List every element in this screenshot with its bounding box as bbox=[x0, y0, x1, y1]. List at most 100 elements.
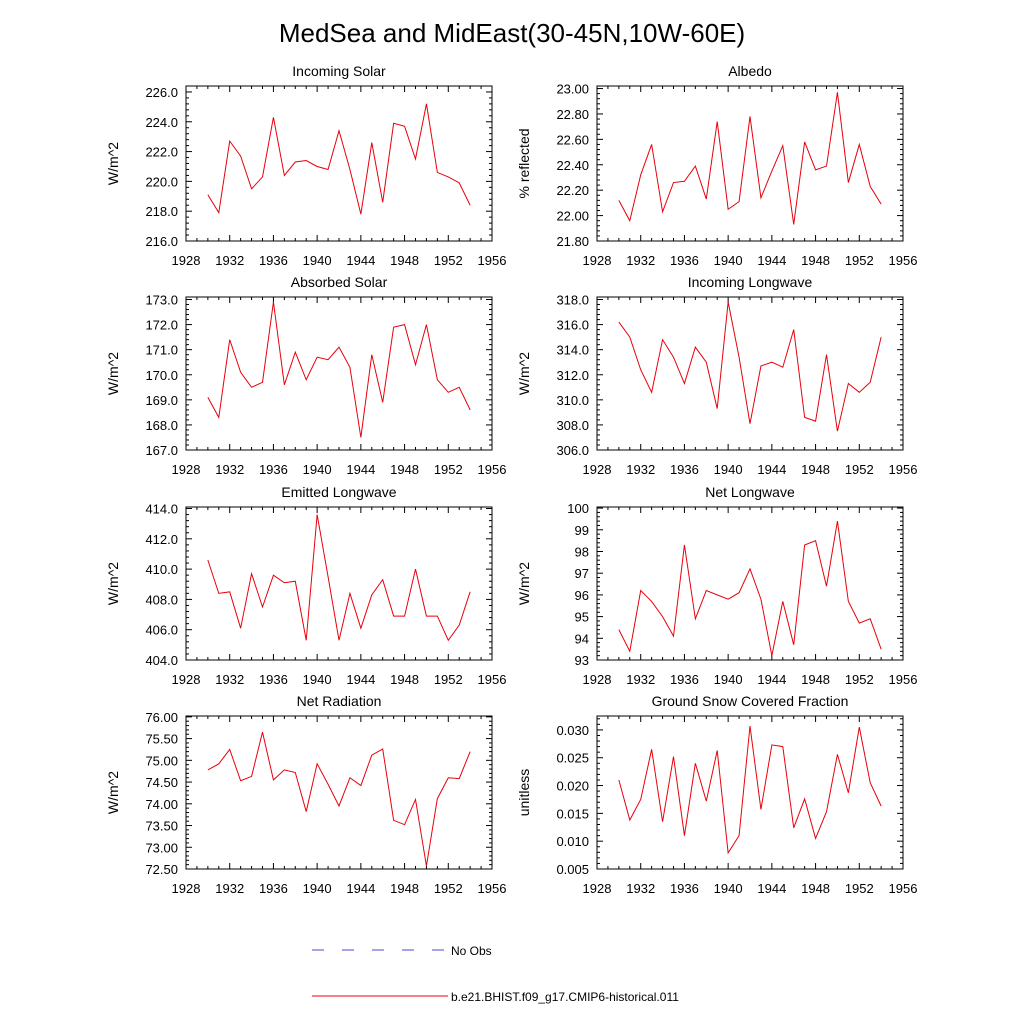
y-tick-label: 173.0 bbox=[145, 293, 178, 308]
y-tick-label: 312.0 bbox=[556, 368, 589, 383]
series-line bbox=[618, 92, 882, 225]
x-tick-label: 1940 bbox=[714, 881, 743, 896]
x-tick-label: 1928 bbox=[583, 462, 612, 477]
y-tick-label: 216.0 bbox=[145, 234, 178, 249]
y-tick-label: 0.015 bbox=[556, 806, 589, 821]
x-tick-label: 1940 bbox=[303, 881, 332, 896]
x-tick-label: 1932 bbox=[626, 462, 655, 477]
y-axis-label: W/m^2 bbox=[105, 352, 121, 395]
x-tick-label: 1956 bbox=[478, 881, 507, 896]
x-tick-label: 1948 bbox=[801, 881, 830, 896]
legend: No Obs b.e21.BHIST.f09_g17.CMIP6-histori… bbox=[312, 944, 679, 1004]
x-tick-label: 1944 bbox=[346, 881, 375, 896]
x-tick-label: 1952 bbox=[845, 672, 874, 687]
x-tick-label: 1928 bbox=[172, 462, 201, 477]
x-tick-label: 1932 bbox=[215, 672, 244, 687]
x-tick-label: 1956 bbox=[889, 672, 918, 687]
series-line bbox=[207, 301, 471, 438]
y-tick-label: 72.50 bbox=[145, 862, 178, 877]
x-tick-label: 1936 bbox=[259, 462, 288, 477]
y-tick-label: 100 bbox=[567, 501, 589, 516]
x-tick-label: 1944 bbox=[757, 462, 786, 477]
x-tick-label: 1936 bbox=[670, 462, 699, 477]
x-tick-label: 1936 bbox=[670, 672, 699, 687]
x-tick-label: 1952 bbox=[845, 881, 874, 896]
y-tick-label: 220.0 bbox=[145, 174, 178, 189]
x-tick-label: 1956 bbox=[889, 253, 918, 268]
x-tick-label: 1948 bbox=[390, 253, 419, 268]
y-tick-label: 314.0 bbox=[556, 343, 589, 358]
x-tick-label: 1956 bbox=[889, 881, 918, 896]
plot-frame bbox=[596, 506, 904, 661]
x-tick-label: 1948 bbox=[801, 462, 830, 477]
y-tick-label: 316.0 bbox=[556, 318, 589, 333]
y-tick-label: 167.0 bbox=[145, 443, 178, 458]
y-tick-label: 224.0 bbox=[145, 115, 178, 130]
x-tick-label: 1948 bbox=[801, 672, 830, 687]
y-tick-label: 22.60 bbox=[556, 132, 589, 147]
y-tick-label: 74.50 bbox=[145, 775, 178, 790]
panel-incoming-longwave: Incoming Longwave W/m^2 1928 1932 1936 1940 19… bbox=[516, 274, 917, 477]
y-tick-label: 0.020 bbox=[556, 779, 589, 794]
panel-title: Ground Snow Covered Fraction bbox=[652, 693, 849, 709]
y-tick-label: 99 bbox=[575, 523, 589, 538]
y-tick-label: 95 bbox=[575, 610, 589, 625]
y-tick-label: 308.0 bbox=[556, 418, 589, 433]
x-tick-label: 1932 bbox=[626, 881, 655, 896]
x-tick-label: 1952 bbox=[845, 253, 874, 268]
plot-frame bbox=[185, 506, 493, 661]
y-tick-label: 0.010 bbox=[556, 834, 589, 849]
x-tick-label: 1944 bbox=[757, 253, 786, 268]
y-tick-label: 96 bbox=[575, 588, 589, 603]
y-axis-label: W/m^2 bbox=[516, 352, 532, 395]
y-tick-label: 22.80 bbox=[556, 107, 589, 122]
y-tick-label: 94 bbox=[575, 631, 589, 646]
y-tick-label: 93 bbox=[575, 653, 589, 668]
x-tick-label: 1952 bbox=[434, 253, 463, 268]
x-tick-label: 1948 bbox=[390, 462, 419, 477]
x-tick-label: 1956 bbox=[889, 462, 918, 477]
y-tick-label: 97 bbox=[575, 566, 589, 581]
y-tick-label: 0.030 bbox=[556, 723, 589, 738]
y-tick-label: 0.005 bbox=[556, 862, 589, 877]
series-line bbox=[207, 103, 471, 215]
y-tick-label: 172.0 bbox=[145, 318, 178, 333]
y-tick-label: 75.50 bbox=[145, 732, 178, 747]
plot-frame bbox=[185, 296, 493, 451]
panel-title: Absorbed Solar bbox=[291, 274, 388, 290]
panel-incoming-solar: Incoming Solar W/m^2 1928 1932 1936 1940 1944 1… bbox=[105, 63, 506, 268]
y-axis-label: unitless bbox=[516, 769, 532, 816]
x-tick-label: 1956 bbox=[478, 253, 507, 268]
x-tick-label: 1928 bbox=[583, 672, 612, 687]
x-tick-label: 1948 bbox=[390, 881, 419, 896]
y-tick-label: 168.0 bbox=[145, 418, 178, 433]
y-tick-label: 222.0 bbox=[145, 145, 178, 160]
x-tick-label: 1952 bbox=[845, 462, 874, 477]
x-tick-label: 1940 bbox=[714, 462, 743, 477]
x-tick-label: 1940 bbox=[303, 253, 332, 268]
x-tick-label: 1936 bbox=[259, 253, 288, 268]
x-tick-label: 1952 bbox=[434, 881, 463, 896]
x-tick-label: 1952 bbox=[434, 672, 463, 687]
y-tick-label: 404.0 bbox=[145, 653, 178, 668]
panel-title: Net Radiation bbox=[297, 693, 382, 709]
panel-title: Emitted Longwave bbox=[281, 484, 396, 500]
panel-emitted-longwave: Emitted Longwave W/m^2 1928 1932 1936 1940 194… bbox=[105, 484, 506, 687]
x-tick-label: 1944 bbox=[757, 672, 786, 687]
series-line bbox=[618, 521, 882, 656]
plot-frame bbox=[185, 715, 493, 870]
legend-label-no-obs: No Obs bbox=[451, 944, 492, 958]
y-tick-label: 0.025 bbox=[556, 751, 589, 766]
y-tick-label: 22.40 bbox=[556, 158, 589, 173]
y-tick-label: 98 bbox=[575, 544, 589, 559]
x-tick-label: 1944 bbox=[346, 253, 375, 268]
plot-frame bbox=[596, 85, 904, 242]
x-tick-label: 1956 bbox=[478, 462, 507, 477]
x-tick-label: 1928 bbox=[583, 253, 612, 268]
x-tick-label: 1944 bbox=[346, 462, 375, 477]
plot-frame bbox=[185, 85, 493, 242]
y-axis-label: W/m^2 bbox=[105, 142, 121, 185]
panel-absorbed-solar: Absorbed Solar W/m^2 1928 1932 1936 1940 1944 1… bbox=[105, 274, 506, 477]
x-tick-label: 1928 bbox=[172, 881, 201, 896]
